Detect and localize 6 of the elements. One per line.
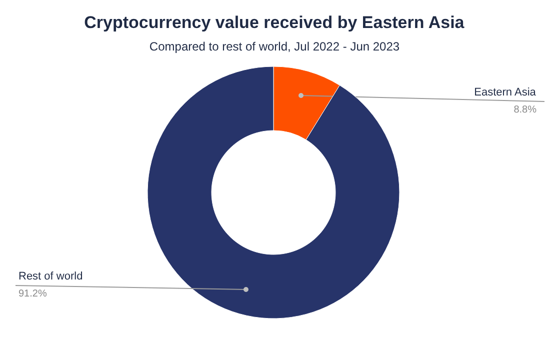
slice-label: Rest of world (18, 270, 83, 282)
chart-subtitle: Compared to rest of world, Jul 2022 - Jun 2023 (149, 40, 400, 54)
data-label: 8.8% (514, 104, 537, 116)
data-label: 91.2% (18, 288, 47, 300)
slice-label: Eastern Asia (474, 86, 537, 99)
chart-title: Cryptocurrency value received by Eastern Asia (84, 13, 465, 32)
